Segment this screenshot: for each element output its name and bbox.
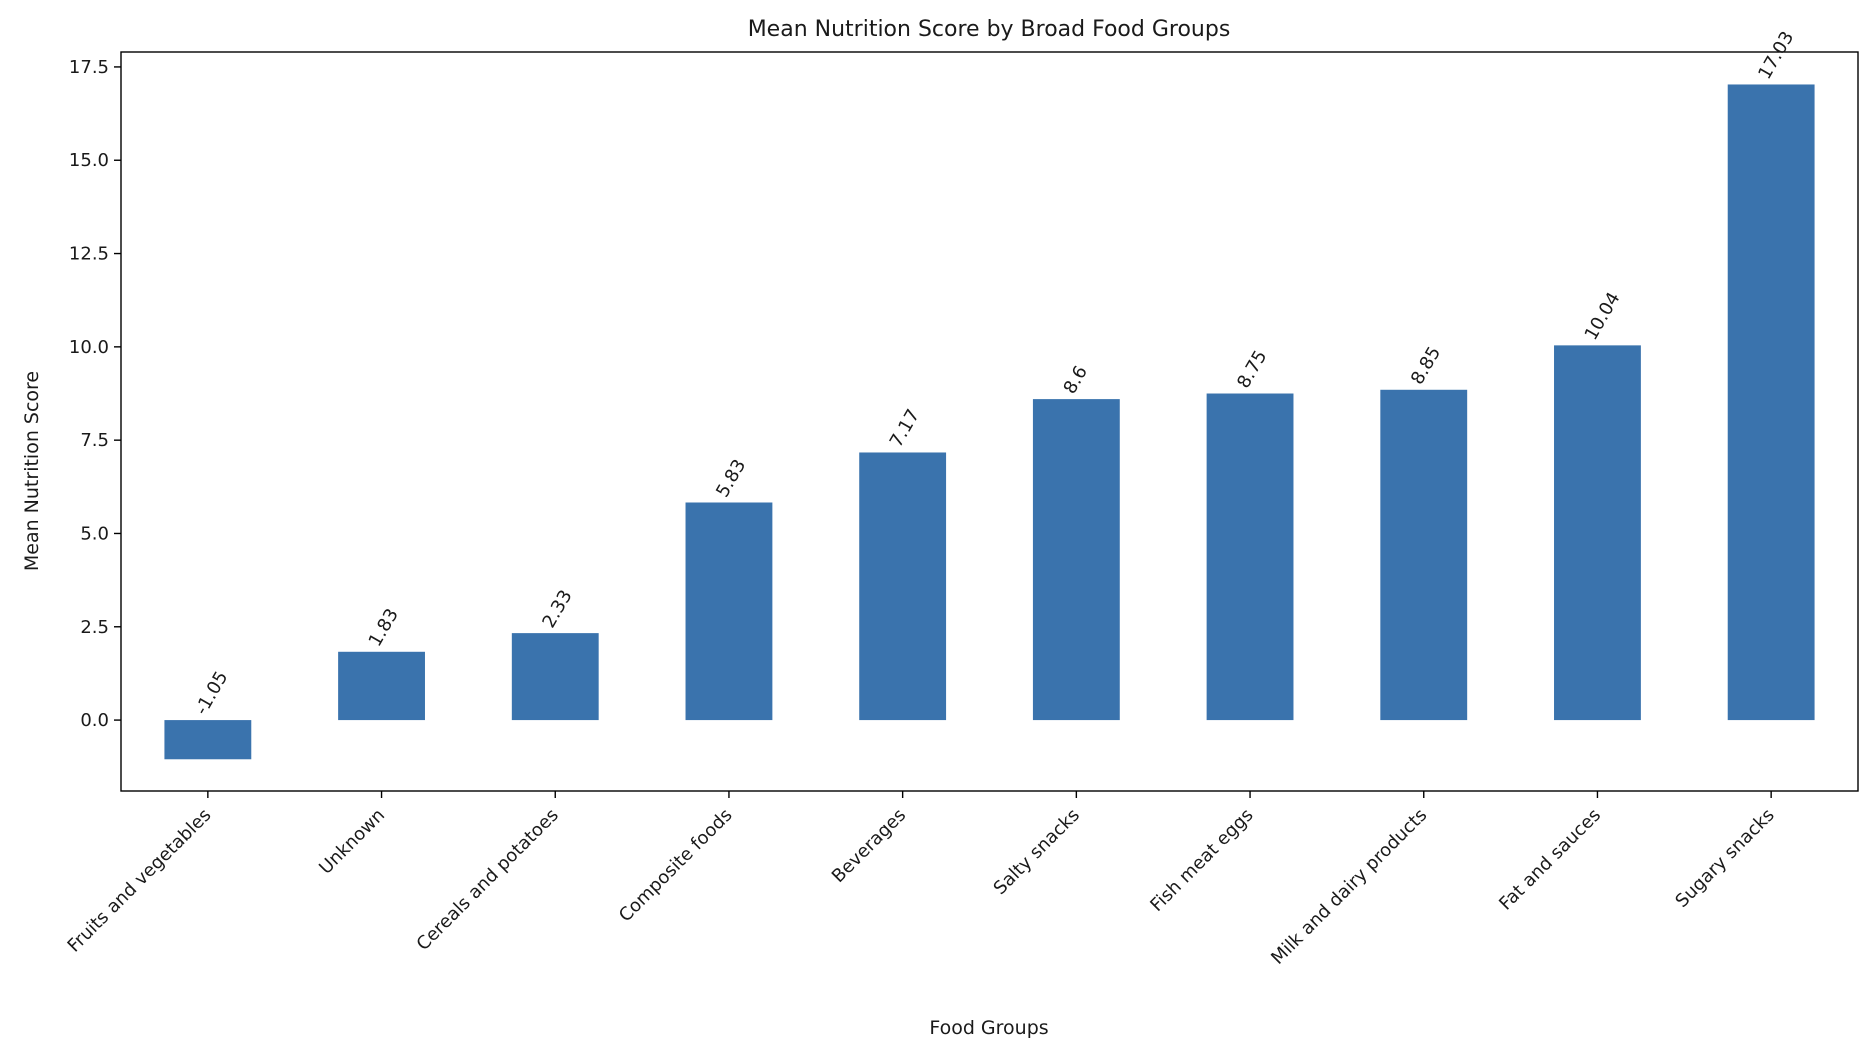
data-label-6: 8.75 [1233, 347, 1271, 392]
y-tick-label-0: 0.0 [80, 710, 109, 731]
plot-frame [120, 51, 1859, 792]
data-label-5: 8.6 [1059, 362, 1092, 397]
x-tick-label-6: Fish meat eggs [1146, 805, 1257, 916]
data-label-4: 7.17 [886, 406, 924, 451]
data-label-3: 5.83 [712, 456, 750, 501]
y-tick-label-4: 10.0 [69, 337, 109, 358]
chart-title: Mean Nutrition Score by Broad Food Group… [748, 17, 1231, 42]
x-axis-label: Food Groups [929, 1017, 1048, 1039]
bar-1 [338, 651, 425, 721]
bar-7 [1380, 389, 1468, 721]
x-tick-label-8: Fat and sauces [1495, 805, 1605, 915]
bar-9 [1727, 84, 1815, 721]
bar-6 [1206, 393, 1294, 721]
x-tick-label-9: Sugary snacks [1671, 805, 1778, 912]
y-tick-label-5: 12.5 [69, 244, 109, 265]
y-tick-label-3: 7.5 [80, 430, 109, 451]
x-tick-label-5: Salty snacks [990, 805, 1084, 899]
bar-0 [164, 720, 252, 760]
bar-5 [1032, 399, 1120, 721]
data-label-7: 8.85 [1407, 343, 1445, 388]
y-tick-label-1: 2.5 [80, 617, 109, 638]
y-tick-label-2: 5.0 [80, 523, 109, 544]
plot-area: 0.0 2.5 5.0 7.5 10.0 12.5 15.0 17.5 Fruits and v… [64, 28, 1859, 969]
data-label-8: 10.04 [1581, 289, 1625, 344]
x-tick-label-1: Unknown [315, 805, 389, 879]
data-label-9: 17.03 [1754, 28, 1798, 83]
x-tick-label-2: Cereals and potatoes [413, 805, 563, 955]
bar-3 [685, 502, 773, 721]
bar-2 [511, 633, 599, 721]
y-tick-label-6: 15.0 [69, 150, 109, 171]
x-tick-label-4: Beverages [828, 805, 910, 887]
bar-4 [859, 452, 947, 721]
bar-8 [1554, 345, 1641, 721]
x-tick-label-3: Composite foods [615, 805, 737, 927]
y-tick-label-7: 17.5 [69, 57, 109, 78]
x-tick-label-0: Fruits and vegetables [64, 805, 216, 957]
data-label-1: 1.83 [365, 605, 403, 650]
y-axis-label: Mean Nutrition Score [21, 371, 43, 571]
data-label-2: 2.33 [538, 586, 576, 631]
data-label-0: -1.05 [191, 668, 232, 719]
x-tick-label-7: Milk and dairy products [1267, 805, 1431, 969]
